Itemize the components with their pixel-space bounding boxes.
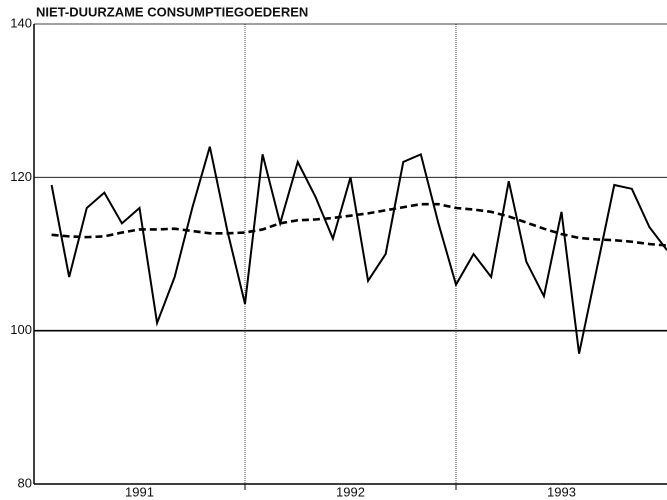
y-tick-label: 80: [18, 475, 32, 490]
y-tick-label: 140: [10, 15, 32, 30]
x-tick-label: 1992: [336, 484, 365, 499]
chart-title: NIET-DUURZAME CONSUMPTIEGOEDEREN: [36, 4, 308, 19]
trend-line: [51, 202, 667, 247]
x-tick-label: 1993: [547, 484, 576, 499]
y-tick-label: 100: [10, 322, 32, 337]
x-tick-label: 1991: [125, 484, 154, 499]
y-tick-label: 120: [10, 169, 32, 184]
